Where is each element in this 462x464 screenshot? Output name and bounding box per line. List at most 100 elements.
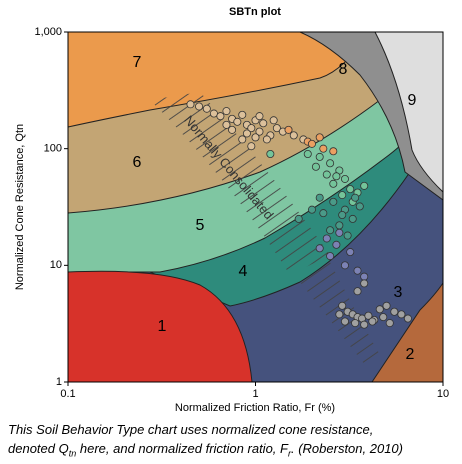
point xyxy=(247,124,256,133)
nc-band xyxy=(150,92,330,275)
point xyxy=(319,144,328,153)
point xyxy=(379,313,388,322)
point xyxy=(385,319,394,328)
point xyxy=(315,193,324,202)
zone-label: 3 xyxy=(394,284,403,301)
point xyxy=(319,209,328,218)
point xyxy=(360,320,369,329)
point xyxy=(353,287,362,296)
zone-label: 9 xyxy=(408,92,417,109)
point xyxy=(284,125,293,134)
point xyxy=(364,311,373,320)
zone-label: 7 xyxy=(133,54,142,71)
point xyxy=(247,142,256,151)
point xyxy=(289,131,298,140)
zone-9 xyxy=(374,32,443,193)
point xyxy=(303,150,312,159)
point xyxy=(368,317,377,326)
point xyxy=(294,214,303,223)
point xyxy=(329,147,338,156)
point xyxy=(266,150,275,159)
point xyxy=(269,116,278,125)
zone-label: 2 xyxy=(406,346,415,363)
point xyxy=(335,310,344,319)
point xyxy=(335,228,344,237)
point xyxy=(338,211,347,220)
caption-text: here, and normalized friction ratio, xyxy=(76,441,281,456)
point xyxy=(335,221,344,230)
point xyxy=(340,174,349,183)
caption-text: F xyxy=(280,441,288,456)
point xyxy=(259,119,268,128)
point xyxy=(340,261,349,270)
point xyxy=(202,104,211,113)
point xyxy=(216,112,225,121)
point xyxy=(251,133,260,142)
caption-text: denoted xyxy=(8,441,59,456)
y-tick-label: 1,000 xyxy=(34,26,62,38)
point xyxy=(348,214,357,223)
zone-2 xyxy=(371,282,443,382)
y-tick-label: 10 xyxy=(50,259,62,271)
point xyxy=(228,125,237,134)
zone-label: 1 xyxy=(158,318,167,335)
point xyxy=(351,319,360,328)
point xyxy=(390,307,399,316)
caption-text: Q xyxy=(58,441,69,456)
point xyxy=(315,133,324,142)
chart-title: SBTn plot xyxy=(229,6,281,18)
point xyxy=(397,310,406,319)
point xyxy=(326,252,335,261)
point xyxy=(346,185,355,194)
point xyxy=(340,317,349,326)
zone-label: 4 xyxy=(239,263,248,280)
y-tick-label: 1 xyxy=(56,376,62,388)
point xyxy=(329,179,338,188)
x-tick-label: 1 xyxy=(252,388,258,400)
point xyxy=(332,172,341,181)
point xyxy=(403,314,412,323)
point xyxy=(307,205,316,214)
point xyxy=(307,139,316,148)
point xyxy=(238,110,247,119)
point xyxy=(195,102,204,111)
point xyxy=(353,266,362,275)
point xyxy=(360,181,369,190)
point xyxy=(238,135,247,144)
chart: SBTn plot Normalized Friction Ratio, Fr … xyxy=(14,6,449,414)
x-tick-label: 10 xyxy=(437,388,449,400)
zone-7 xyxy=(68,32,369,128)
point xyxy=(255,112,264,121)
caption: This Soil Behavior Type chart uses norma… xyxy=(8,420,403,464)
point xyxy=(360,272,369,281)
point xyxy=(315,152,324,161)
point xyxy=(262,135,271,144)
point xyxy=(326,226,335,235)
point xyxy=(326,159,335,168)
zone-label: 6 xyxy=(133,154,142,171)
point xyxy=(255,127,264,136)
zone-label: 5 xyxy=(196,217,205,234)
zone-1 xyxy=(68,270,253,382)
y-tick-label: 100 xyxy=(44,143,62,155)
point xyxy=(315,244,324,253)
caption-text: . (Roberston, 2010) xyxy=(290,441,403,456)
point xyxy=(233,117,242,126)
x-axis-label: Normalized Friction Ratio, Fr (%) xyxy=(175,402,335,414)
point xyxy=(338,191,347,200)
point xyxy=(186,100,195,109)
zone-label: 8 xyxy=(339,61,348,78)
point xyxy=(272,124,281,133)
point xyxy=(311,162,320,171)
point xyxy=(242,129,251,138)
point xyxy=(222,107,231,116)
caption-sub: r xyxy=(287,448,291,459)
point xyxy=(351,193,360,202)
point xyxy=(355,202,364,211)
point xyxy=(329,197,338,206)
point xyxy=(338,301,347,310)
point xyxy=(343,231,352,240)
point xyxy=(322,170,331,179)
y-axis-label: Normalized Cone Resistance, Qtn xyxy=(14,124,26,290)
